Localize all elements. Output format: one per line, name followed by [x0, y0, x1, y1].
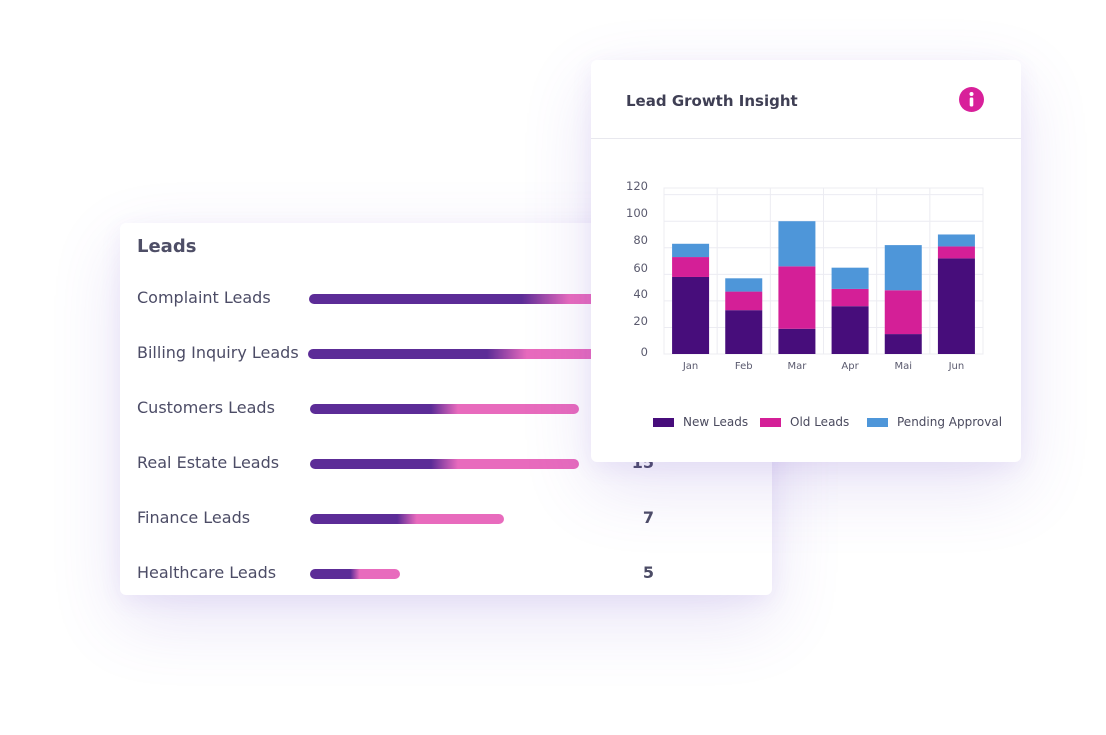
bar-segment-new [725, 310, 763, 354]
lead-count: 7 [642, 508, 654, 527]
bar-segment-old [884, 290, 922, 335]
bar-segment-old [672, 257, 710, 277]
x-tick-label: Mar [787, 361, 807, 372]
legend-old-swatch [760, 417, 781, 427]
y-tick-label: 0 [641, 345, 648, 359]
lead-progress-bar [309, 294, 782, 304]
lead-label: Real Estate Leads [137, 453, 280, 472]
lead-growth-chart: 120 100 80 60 40 20 0 Jan Feb Mar Apr Mai Jun [626, 179, 984, 372]
lead-row: Finance Leads 7 [120, 504, 772, 534]
bar-segment-pending [831, 267, 869, 289]
x-tick-label: Jan [682, 361, 698, 372]
legend-new-swatch [653, 417, 674, 427]
lead-row: Billing Inquiry Leads [120, 339, 772, 369]
legend-pending-swatch [867, 417, 888, 427]
x-tick-label: Mai [894, 361, 912, 372]
bar-segment-pending [672, 243, 710, 258]
info-icon[interactable] [959, 87, 984, 112]
x-tick-label: Feb [735, 361, 753, 372]
lead-label: Finance Leads [137, 508, 251, 527]
lead-progress-bar [310, 459, 579, 469]
lead-count: 5 [642, 563, 654, 582]
y-tick-label: 80 [633, 233, 648, 247]
bar-segment-new [884, 334, 922, 354]
leads-title: Leads [137, 236, 197, 257]
lead-growth-card: Lead Growth Insight 120 100 80 60 40 20 0 Jan Fe… [591, 60, 1021, 462]
y-tick-label: 60 [633, 261, 648, 275]
bar-segment-pending [778, 221, 816, 267]
legend-pending-label: Pending Approval [897, 415, 1003, 429]
bar-segment-old [725, 291, 763, 311]
lead-row: Healthcare Leads 5 [120, 559, 772, 589]
bar-segment-pending [937, 234, 975, 247]
bar-segment-new [672, 276, 710, 354]
lead-label: Customers Leads [137, 398, 275, 417]
y-tick-label: 100 [626, 206, 648, 220]
lead-label: Complaint Leads [137, 288, 271, 307]
chart-header: Lead Growth Insight [591, 60, 1021, 139]
legend-new-label: New Leads [683, 415, 749, 429]
legend-old-leads: Old Leads [760, 414, 849, 430]
legend-old-label: Old Leads [790, 415, 850, 429]
bar-segment-new [937, 258, 975, 354]
bar-segment-new [778, 328, 816, 354]
bar-segment-old [831, 288, 869, 307]
lead-row: Complaint Leads [120, 284, 782, 314]
lead-progress-bar [310, 514, 504, 524]
y-tick-label: 20 [633, 314, 648, 328]
bar-segment-new [831, 306, 869, 354]
lead-progress-bar [308, 349, 706, 359]
y-tick-label: 40 [633, 287, 648, 301]
lead-label: Healthcare Leads [137, 563, 277, 582]
lead-row: Customers Leads [120, 394, 772, 424]
chart-title: Lead Growth Insight [626, 92, 798, 110]
legend-new-leads: New Leads [653, 414, 748, 430]
lead-progress-bar [310, 404, 579, 414]
bar-segment-old [937, 246, 975, 259]
y-tick-label: 120 [626, 179, 648, 193]
bar-segment-pending [884, 245, 922, 291]
x-tick-label: Jun [948, 361, 965, 372]
x-tick-label: Apr [841, 361, 859, 372]
legend-pending-approval: Pending Approval [867, 414, 1002, 430]
lead-progress-bar [310, 569, 400, 579]
bar-segment-old [778, 266, 816, 329]
bar-segment-pending [725, 278, 763, 292]
lead-label: Billing Inquiry Leads [137, 343, 299, 362]
